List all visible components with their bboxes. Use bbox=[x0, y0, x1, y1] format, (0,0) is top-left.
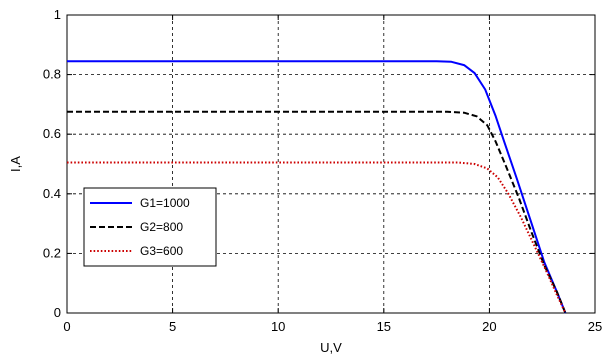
x-axis-title: U,V bbox=[320, 340, 342, 355]
x-tick-label: 15 bbox=[377, 319, 391, 334]
series-line bbox=[67, 60, 567, 314]
y-tick-label: 1 bbox=[54, 7, 61, 22]
y-tick-label: 0 bbox=[54, 305, 61, 320]
legend-box bbox=[83, 187, 217, 267]
series-line bbox=[67, 110, 567, 314]
legend-label: G1=1000 bbox=[140, 196, 190, 210]
y-tick-label: 0.8 bbox=[43, 67, 61, 82]
x-tick-label: 0 bbox=[63, 319, 70, 334]
x-tick-label: 10 bbox=[271, 319, 285, 334]
y-tick-label: 0.4 bbox=[43, 186, 61, 201]
axis-ticks: 0 5 10 15 20 25 0 0.2 0.4 0.6 0.8 1 bbox=[43, 7, 602, 334]
x-tick-label: 25 bbox=[588, 319, 602, 334]
legend-label: G2=800 bbox=[140, 220, 183, 234]
y-tick-label: 0.6 bbox=[43, 126, 61, 141]
plot-area bbox=[66, 14, 596, 314]
legend-label: G3=600 bbox=[140, 244, 183, 258]
y-tick-label: 0.2 bbox=[43, 245, 61, 260]
x-tick-label: 20 bbox=[482, 319, 496, 334]
grid bbox=[67, 15, 595, 313]
series-lines bbox=[67, 60, 567, 314]
y-axis-title: I,A bbox=[8, 156, 23, 172]
legend: G1=1000 G2=800 G3=600 bbox=[83, 187, 217, 267]
x-tick-label: 5 bbox=[169, 319, 176, 334]
